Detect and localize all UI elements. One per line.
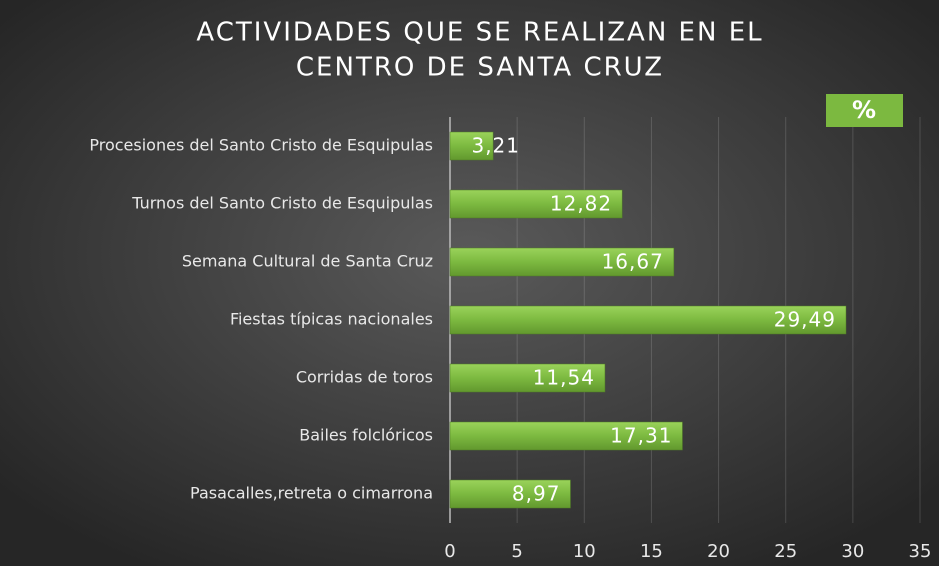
bar [449, 131, 494, 161]
bar [449, 363, 606, 393]
x-tick-label: 0 [444, 541, 455, 562]
data-label: 16,67 [602, 250, 664, 274]
data-label: 11,54 [533, 366, 595, 390]
y-tick-label: Fiestas típicas nacionales [230, 310, 433, 329]
x-tick-label: 20 [707, 541, 730, 562]
x-tick-label: 35 [909, 541, 932, 562]
x-tick-label: 5 [511, 541, 522, 562]
chart-title: ACTIVIDADES QUE SE REALIZAN EN EL [196, 18, 763, 48]
x-tick-label: 15 [640, 541, 663, 562]
y-tick-label: Bailes folclóricos [299, 426, 433, 445]
data-label: 17,31 [610, 424, 672, 448]
y-tick-label: Turnos del Santo Cristo de Esquipulas [131, 194, 433, 213]
y-tick-label: Corridas de toros [296, 368, 433, 387]
chart-title: CENTRO DE SANTA CRUZ [296, 53, 664, 83]
data-label: 12,82 [550, 192, 612, 216]
data-label: 3,21 [471, 134, 520, 158]
legend-label: % [852, 96, 876, 124]
data-label: 29,49 [774, 308, 836, 332]
bar [449, 479, 571, 509]
x-tick-label: 10 [573, 541, 596, 562]
legend-box [826, 94, 903, 127]
x-tick-label: 30 [841, 541, 864, 562]
y-tick-label: Semana Cultural de Santa Cruz [182, 252, 433, 271]
bar [449, 247, 675, 277]
bar [449, 421, 683, 451]
data-label: 8,97 [512, 482, 561, 506]
bar [449, 305, 847, 335]
bar [449, 189, 623, 219]
x-tick-label: 25 [774, 541, 797, 562]
y-tick-label: Pasacalles,retreta o cimarrona [190, 484, 433, 503]
y-tick-label: Procesiones del Santo Cristo de Esquipul… [89, 136, 433, 155]
